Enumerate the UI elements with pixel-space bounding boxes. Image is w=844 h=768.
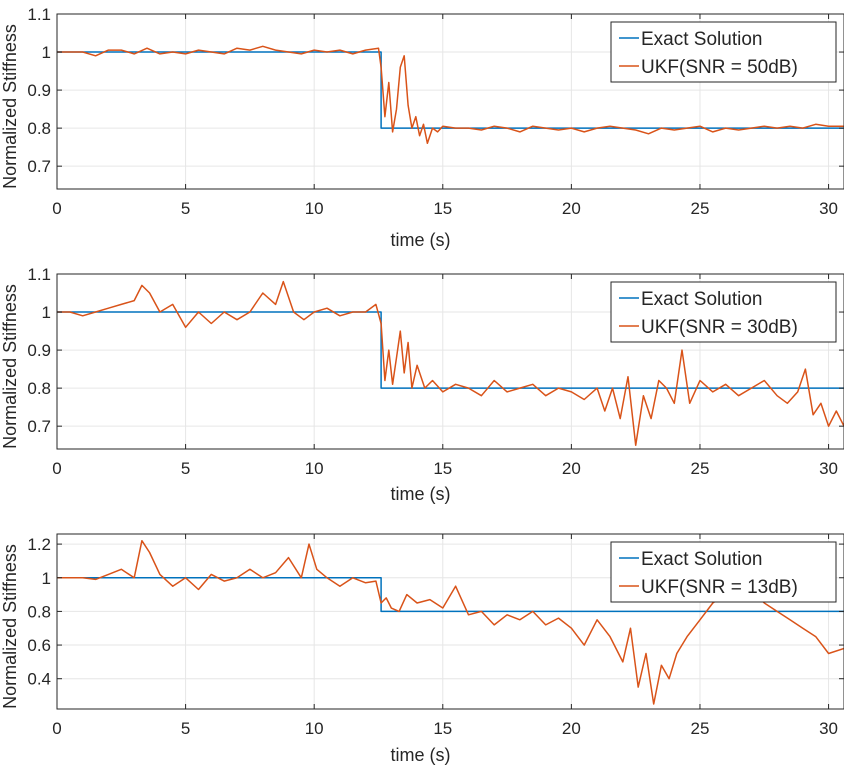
x-tick-label: 25: [691, 459, 710, 478]
y-tick-label: 1: [42, 43, 51, 62]
x-tick-label: 15: [433, 719, 452, 738]
x-tick-label: 20: [562, 199, 581, 218]
y-axis-label: Normalized Stiffness: [0, 544, 20, 709]
legend-box: [610, 541, 837, 603]
x-tick-label: 0: [52, 719, 61, 738]
y-axis-label: Normalized Stiffness: [0, 284, 20, 449]
x-tick-label: 5: [181, 719, 190, 738]
x-tick-label: 20: [562, 459, 581, 478]
series-line-ukf: [57, 45, 844, 145]
x-tick-label: 0: [52, 459, 61, 478]
series-line-exact: [57, 51, 844, 129]
y-tick-label: 0.9: [27, 341, 51, 360]
y-tick-label: 0.8: [27, 379, 51, 398]
legend: Exact Solution UKF(SNR = 13dB): [610, 541, 837, 603]
x-tick-label: 15: [433, 199, 452, 218]
x-tick-label: 5: [181, 459, 190, 478]
x-tick-label: 5: [181, 199, 190, 218]
y-tick-label: 1.1: [27, 265, 51, 284]
x-tick-label: 30: [819, 459, 838, 478]
series-line-ukf: [57, 539, 844, 705]
y-tick-label: 1.2: [27, 535, 51, 554]
x-axis-label: time (s): [391, 230, 451, 250]
x-tick-label: 30: [819, 199, 838, 218]
legend-box: [610, 21, 837, 83]
x-tick-label: 10: [305, 199, 324, 218]
legend-box: [610, 281, 837, 343]
x-axis-label: time (s): [391, 484, 451, 504]
y-tick-label: 1: [42, 303, 51, 322]
y-tick-label: 0.6: [27, 636, 51, 655]
axes-box: [56, 533, 844, 710]
y-tick-label: 0.8: [27, 119, 51, 138]
subplot-middle: 0 5 10 15 20 25 30 0.7 0.8 0.9 1 1.1 time (s) Normali…: [0, 265, 844, 504]
legend-entry: UKF(SNR = 13dB): [641, 577, 798, 598]
x-tick-label: 30: [819, 719, 838, 738]
x-tick-label: 15: [433, 459, 452, 478]
legend-entry: UKF(SNR = 50dB): [641, 57, 798, 78]
subplot-bottom: 0 5 10 15 20 25 30 0.4 0.6 0.8 1 1.2 time (s) Normali…: [0, 533, 844, 765]
axes-box: [56, 13, 844, 190]
legend: Exact Solution UKF(SNR = 50dB): [610, 21, 837, 83]
y-tick-label: 0.4: [27, 670, 51, 689]
series-line-ukf: [57, 280, 844, 446]
x-tick-label: 25: [691, 199, 710, 218]
subplot-top: 0 5 10 15 20 25 30 0.7 0.8 0.9 1 1.1 time (s) Normali…: [0, 5, 844, 250]
y-tick-label: 0.9: [27, 81, 51, 100]
y-tick-label: 1.1: [27, 5, 51, 24]
legend-entry: Exact Solution: [641, 29, 762, 50]
legend-entry: Exact Solution: [641, 549, 762, 570]
x-tick-label: 0: [52, 199, 61, 218]
x-axis-label: time (s): [391, 745, 451, 765]
legend-entry: Exact Solution: [641, 289, 762, 310]
legend: Exact Solution UKF(SNR = 30dB): [610, 281, 837, 343]
y-tick-label: 0.8: [27, 602, 51, 621]
axes-box: [56, 273, 844, 450]
x-tick-label: 10: [305, 719, 324, 738]
y-axis-label: Normalized Stiffness: [0, 24, 20, 189]
y-tick-label: 0.7: [27, 417, 51, 436]
x-tick-label: 25: [691, 719, 710, 738]
y-tick-label: 0.7: [27, 157, 51, 176]
y-tick-label: 1: [42, 569, 51, 588]
legend-entry: UKF(SNR = 30dB): [641, 317, 798, 338]
x-tick-label: 20: [562, 719, 581, 738]
x-tick-label: 10: [305, 459, 324, 478]
